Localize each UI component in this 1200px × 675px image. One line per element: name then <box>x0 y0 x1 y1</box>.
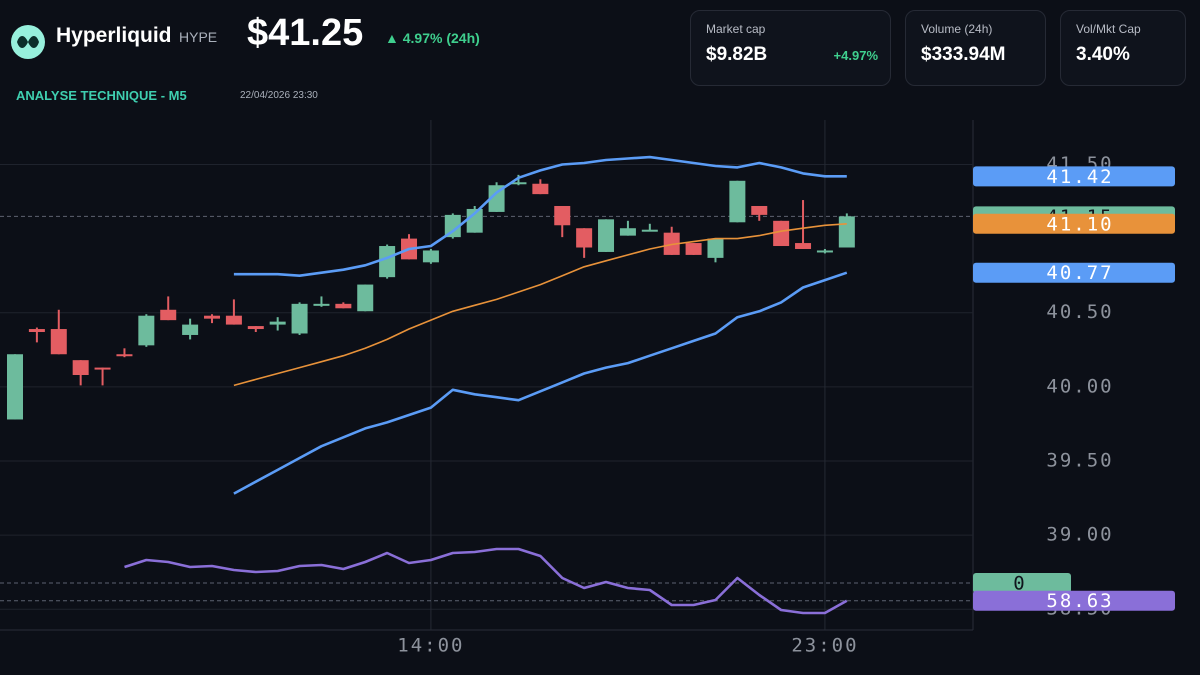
price-marker <box>973 573 1071 593</box>
card-label: Volume (24h) <box>921 22 993 36</box>
candle-body <box>160 309 177 321</box>
ticker: HYPE <box>179 29 218 45</box>
candle-body <box>28 329 45 333</box>
candle-body <box>72 360 89 375</box>
candle-body <box>510 182 527 185</box>
y-tick-label: 39.50 <box>1046 449 1113 471</box>
card: Volume (24h) $333.94M <box>905 10 1046 86</box>
candle-body <box>357 284 374 312</box>
candle-body <box>204 315 221 319</box>
card-value: $333.94M <box>921 44 1006 65</box>
price-marker <box>973 166 1175 187</box>
coin-name: Hyperliquid <box>56 24 172 47</box>
y-tick-label: 39.00 <box>1046 524 1113 546</box>
indicator-line <box>233 271 848 495</box>
price-change: ▲ 4.97% (24h) <box>385 30 480 46</box>
price-marker-label: 41.42 <box>1046 166 1113 188</box>
candle-body <box>116 354 133 357</box>
card-change: +4.97% <box>833 48 878 63</box>
candle-body <box>816 250 833 253</box>
candle-body <box>729 180 746 223</box>
candle-body <box>795 243 812 249</box>
price-marker-label: 0 <box>1013 573 1026 595</box>
x-tick-label: 23:00 <box>791 635 858 657</box>
candle-body <box>641 229 658 232</box>
x-tick-label: 14:00 <box>397 635 464 657</box>
y-tick-label: 40.00 <box>1046 375 1113 397</box>
price-marker-label: 40.77 <box>1046 262 1113 284</box>
subtitle: ANALYSE TECHNIQUE - M5 <box>16 88 187 103</box>
candle-body <box>685 243 702 255</box>
timestamp: 22/04/2026 23:30 <box>240 90 318 101</box>
candle-body <box>444 214 461 238</box>
candle-body <box>379 246 396 278</box>
card-label: Market cap <box>706 22 766 36</box>
candle-body <box>291 303 308 334</box>
price-marker-label: 58.63 <box>1046 590 1113 612</box>
candle-body <box>554 205 571 226</box>
card: Market cap $9.82B +4.97% <box>690 10 891 86</box>
candle-body <box>466 208 483 233</box>
indicator-line <box>233 223 847 387</box>
price-marker <box>973 262 1175 283</box>
candle-body <box>488 185 505 212</box>
indicator-line <box>124 547 848 615</box>
candle-body <box>598 219 615 252</box>
candle-body <box>269 321 286 325</box>
card-value: $9.82B <box>706 44 768 65</box>
candle-body <box>225 315 242 325</box>
y-tick-label: 40.50 <box>1046 301 1113 323</box>
logo <box>11 25 45 59</box>
candle-body <box>50 329 67 355</box>
card-label: Vol/Mkt Cap <box>1076 22 1141 36</box>
candle-body <box>838 216 855 248</box>
candle-body <box>532 183 549 195</box>
candle-body <box>247 326 264 330</box>
candle-body <box>313 303 330 306</box>
candle-body <box>7 354 23 420</box>
price-marker-label: 41.10 <box>1046 213 1113 235</box>
candle-body <box>619 228 636 236</box>
card-value: 3.40% <box>1076 44 1130 65</box>
candle-body <box>422 250 439 263</box>
candle-body <box>138 315 155 346</box>
price-marker <box>973 213 1175 234</box>
candle-body <box>773 220 790 247</box>
indicator-line <box>233 155 847 277</box>
price: $41.25 <box>247 12 364 54</box>
candle-body <box>751 205 768 215</box>
candle-body <box>94 367 111 370</box>
candle-body <box>335 303 352 309</box>
candle-body <box>707 238 724 258</box>
card: Vol/Mkt Cap 3.40% <box>1060 10 1186 86</box>
price-marker <box>973 590 1175 611</box>
candle-body <box>182 324 199 335</box>
candle-body <box>576 228 593 248</box>
